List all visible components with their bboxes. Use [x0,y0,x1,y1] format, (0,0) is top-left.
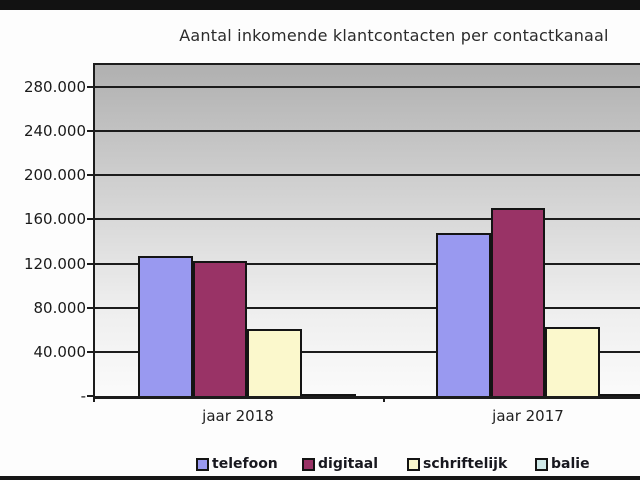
gridline [95,262,640,265]
bar-digitaal-jaar-2017 [490,208,546,396]
y-tick-mark [87,130,94,133]
category-label: jaar 2017 [492,407,564,425]
y-tick-label: 40.000 [33,342,87,361]
y-tick-mark [87,174,94,177]
y-tick-mark [87,86,94,89]
bar-telefoon-jaar-2018 [138,255,193,396]
bar-digitaal-jaar-2018 [192,261,248,396]
chart-title: Aantal inkomende klantcontacten per cont… [179,26,609,45]
x-tick-mark [383,397,385,402]
y-tick-label: 160.000 [23,210,86,229]
y-tick-mark [87,262,94,265]
y-tick-label: 240.000 [23,122,86,141]
y-tick-label: - [80,387,86,405]
legend-swatch-telefoon [196,457,209,471]
gridline [95,350,640,353]
legend-label: schriftelijk [423,456,508,472]
gridline [95,218,640,221]
legend-label: telefoon [212,456,278,472]
gridline [95,130,640,133]
y-tick-label: 80.000 [33,298,87,317]
legend-item-schriftelijk: schriftelijk [407,456,507,472]
y-tick-mark [87,395,94,397]
legend-swatch-balie [535,457,548,471]
top-border-strip [0,0,640,10]
y-tick-label: 280.000 [23,78,86,97]
legend-item-digitaal: digitaal [302,456,378,472]
legend-item-telefoon: telefoon [196,456,278,472]
bar-schriftelijk-jaar-2017 [545,326,600,396]
y-tick-mark [87,350,94,353]
gridline [95,174,640,177]
legend-label: digitaal [318,456,379,472]
gridline [95,306,640,309]
bar-balie-jaar-2017 [599,393,640,396]
x-tick-mark [93,397,95,402]
bar-telefoon-jaar-2017 [436,232,491,396]
y-tick-mark [87,218,94,221]
legend-label: balie [551,456,590,472]
legend-swatch-schriftelijk [407,457,420,471]
gridline [95,86,640,89]
y-tick-label: 200.000 [23,166,86,185]
bar-schriftelijk-jaar-2018 [247,328,302,396]
bar-balie-jaar-2018 [301,393,357,396]
y-tick-mark [87,306,94,309]
bottom-border-strip [0,476,640,480]
y-tick-label: 120.000 [23,254,86,273]
category-label: jaar 2018 [202,407,274,425]
legend-swatch-digitaal [302,457,315,471]
legend-item-balie: balie [535,456,590,472]
plot-area [93,63,640,399]
